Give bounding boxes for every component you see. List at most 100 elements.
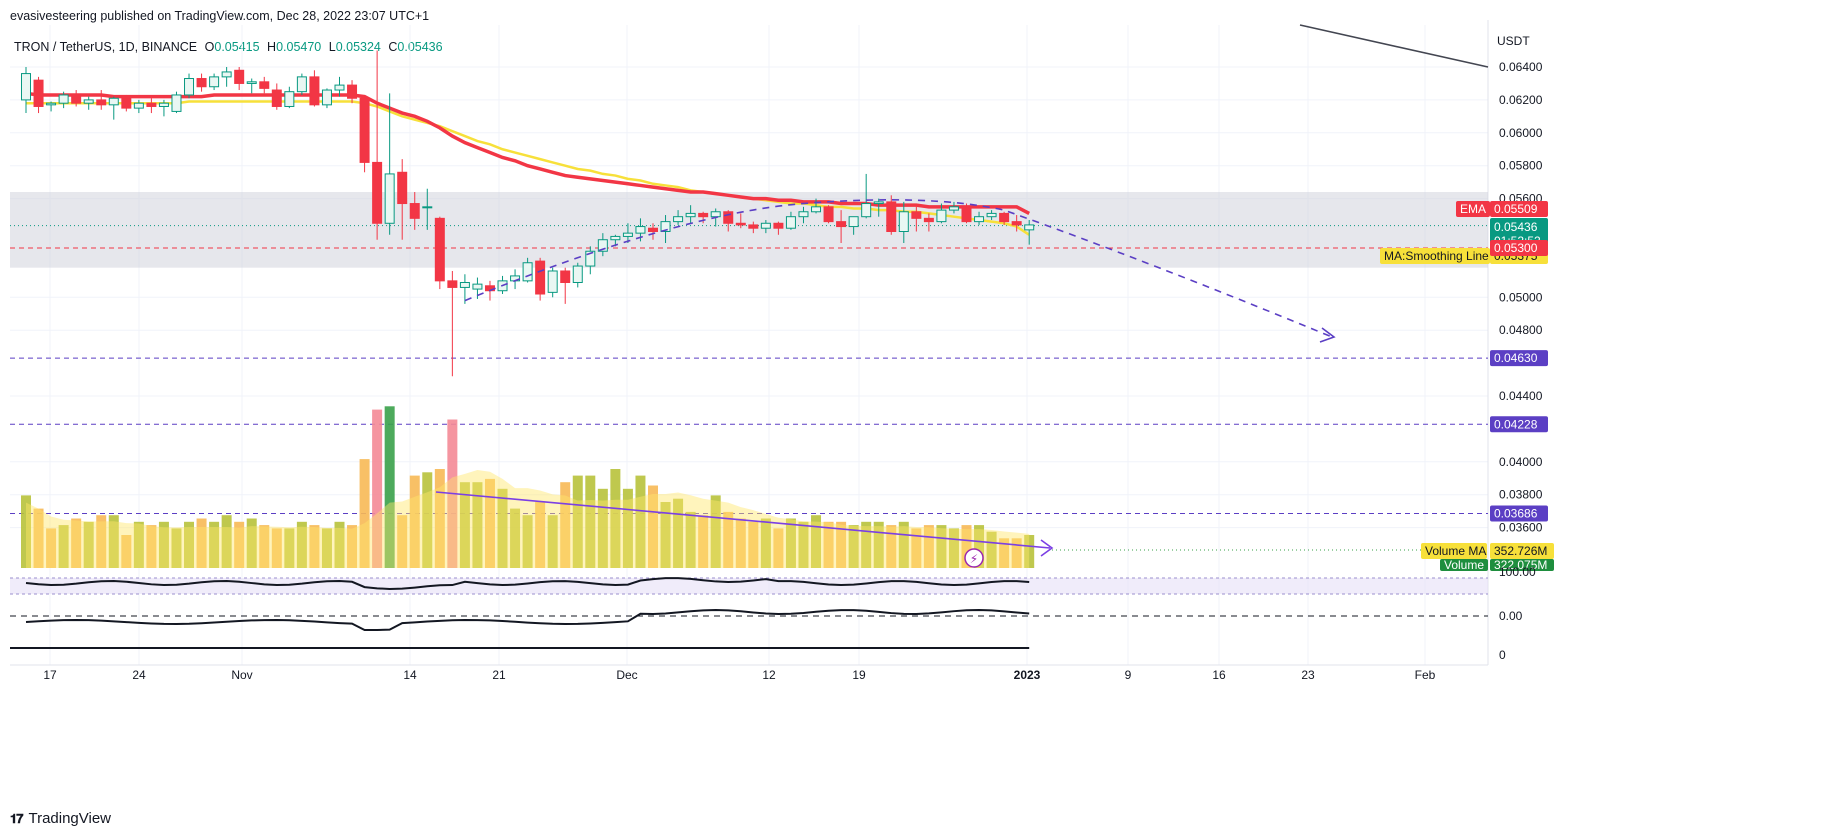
support-zone-layer: [10, 192, 1488, 268]
candle-body: [1024, 224, 1035, 231]
level-lines-layer: [10, 225, 1488, 514]
candle-body: [698, 212, 709, 218]
candle-body: [898, 211, 909, 232]
volume-bar: [271, 528, 282, 568]
time-tick-label: Feb: [1415, 668, 1436, 682]
candle-body: [1011, 221, 1022, 226]
volume-bar: [648, 485, 658, 568]
candle-body: [886, 201, 897, 232]
candle-body: [999, 212, 1010, 223]
projection-dashed-line: [464, 199, 1333, 338]
volume-bar: [635, 475, 646, 568]
candle-body: [96, 99, 107, 106]
support-resistance-zone: [10, 192, 1488, 268]
candle-body: [685, 212, 696, 218]
osc-tick-label: 0.00: [1499, 609, 1523, 623]
oscillator-line: [25, 577, 1030, 590]
candle-body: [196, 78, 207, 88]
candle-body: [221, 71, 232, 78]
volume-trend-arrow-head: [1040, 539, 1054, 557]
time-tick-label: 17: [43, 668, 57, 682]
volume-ma-area: [26, 469, 1030, 568]
tradingview-footer[interactable]: 𝟏𝟕 TradingView: [10, 810, 111, 827]
volume-bar: [798, 521, 809, 568]
volume-bar: [785, 518, 796, 568]
high-value: 0.05470: [276, 40, 322, 54]
volume-bar: [133, 521, 144, 568]
volume-bar: [259, 525, 270, 568]
candle-body: [773, 222, 784, 229]
open-label: O: [204, 40, 215, 54]
time-tick-label: 16: [1212, 668, 1226, 682]
volume-bar: [572, 475, 583, 568]
volume-bar: [384, 406, 395, 568]
volume-bar: [359, 459, 370, 568]
volume-bar: [196, 518, 207, 568]
price-tick-label: 0.04000: [1499, 455, 1543, 469]
volume-bar: [811, 515, 822, 568]
candle-body: [622, 232, 633, 237]
time-tick-label: 21: [492, 668, 506, 682]
candle-body: [372, 161, 383, 224]
symbol-name[interactable]: TRON / TetherUS, 1D, BINANCE: [14, 40, 198, 54]
low-value: 0.05324: [335, 40, 381, 54]
candle-body: [572, 265, 583, 283]
volume-bar: [522, 515, 533, 568]
time-tick-label: 9: [1125, 668, 1132, 682]
volume-bar: [484, 478, 495, 568]
volume-bar: [246, 518, 257, 568]
price-tick-label: 0.04800: [1499, 323, 1543, 337]
candle-body: [209, 76, 220, 88]
volume-bar: [585, 475, 596, 568]
projection-arrow-head: [1319, 327, 1336, 343]
candle-body: [259, 81, 270, 89]
trend-line: [1299, 24, 1489, 68]
volume-bar: [823, 521, 834, 568]
candle-body: [823, 206, 834, 223]
candle-body: [347, 84, 358, 99]
drawings-layer: ⚡: [435, 24, 1489, 568]
volume-bar: [347, 525, 358, 568]
volume-bar: [911, 528, 922, 568]
level-tag-box: [1490, 239, 1548, 256]
price-axis[interactable]: USDT0.064000.062000.060000.058000.056000…: [1380, 34, 1554, 662]
time-axis[interactable]: 17 24 Nov 14 21 Dec 12 19 2023 9 16 23 Feb: [43, 668, 1435, 682]
close-label: C: [388, 40, 398, 54]
candle-body: [597, 239, 608, 252]
candle-body: [472, 283, 483, 290]
candle-body: [21, 73, 31, 101]
volume-bar: [986, 531, 997, 568]
osc-tick-label: 0: [1499, 648, 1506, 662]
volume-bar: [372, 409, 383, 568]
level-tag-box: [1490, 416, 1548, 433]
volume-bar: [21, 495, 31, 568]
level-tag-text: 0.03686: [1494, 506, 1538, 520]
volume-bar: [547, 515, 558, 568]
candle-body: [873, 201, 884, 205]
axis-unit-label: USDT: [1497, 34, 1530, 48]
price-tick-label: 0.03800: [1499, 488, 1543, 502]
volume-bar: [209, 521, 220, 568]
volume-bar: [422, 472, 433, 568]
candle-body: [409, 203, 420, 219]
candle-body: [560, 270, 571, 283]
candle-body: [246, 81, 257, 84]
candle-body: [234, 69, 245, 84]
high-label: H: [267, 40, 277, 54]
volume-bar: [321, 528, 332, 568]
volume-bar: [108, 515, 119, 568]
volume-bar: [171, 528, 182, 568]
candle-body: [171, 94, 182, 112]
candle-body: [710, 211, 721, 218]
volume-bar: [999, 538, 1010, 568]
open-value: 0.05415: [214, 40, 260, 54]
volume-bar: [71, 518, 82, 568]
candle-body: [836, 221, 847, 228]
price-tick-label: 0.06200: [1499, 93, 1543, 107]
candle-body: [735, 222, 746, 226]
volume-bar: [296, 521, 307, 568]
level-tag-text: 0.05300: [1494, 241, 1538, 255]
time-tick-label: 24: [132, 668, 146, 682]
ema-title-tag-text: EMA: [1460, 202, 1486, 216]
